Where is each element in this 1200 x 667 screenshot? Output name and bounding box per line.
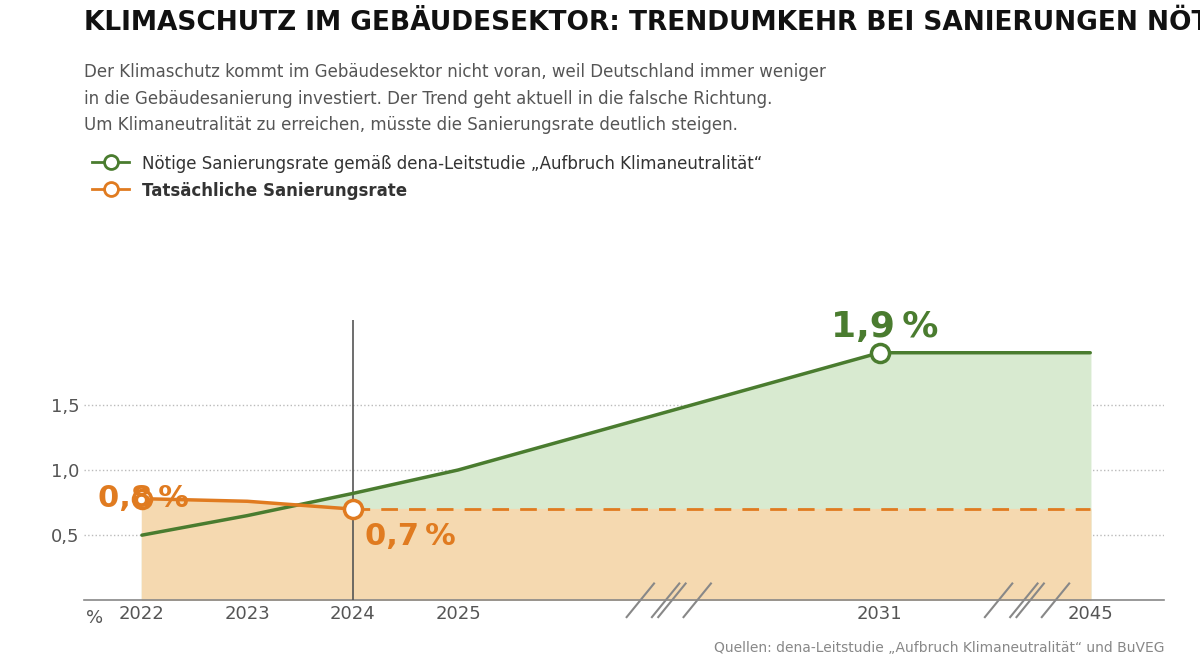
Text: 0,8 %: 0,8 %: [97, 484, 188, 513]
Text: 1,9 %: 1,9 %: [832, 309, 938, 344]
Legend: Nötige Sanierungsrate gemäß dena-Leitstudie „Aufbruch Klimaneutralität“, Tatsäch: Nötige Sanierungsrate gemäß dena-Leitstu…: [92, 155, 762, 200]
Text: %: %: [86, 610, 103, 628]
Text: Der Klimaschutz kommt im Gebäudesektor nicht voran, weil Deutschland immer wenig: Der Klimaschutz kommt im Gebäudesektor n…: [84, 63, 826, 134]
Text: KLIMASCHUTZ IM GEBÄUDESEKTOR: TRENDUMKEHR BEI SANIERUNGEN NÖTIG: KLIMASCHUTZ IM GEBÄUDESEKTOR: TRENDUMKEH…: [84, 10, 1200, 36]
Text: Quellen: dena-Leitstudie „Aufbruch Klimaneutralität“ und BuVEG: Quellen: dena-Leitstudie „Aufbruch Klima…: [714, 641, 1164, 655]
Text: 0,7 %: 0,7 %: [365, 522, 456, 551]
